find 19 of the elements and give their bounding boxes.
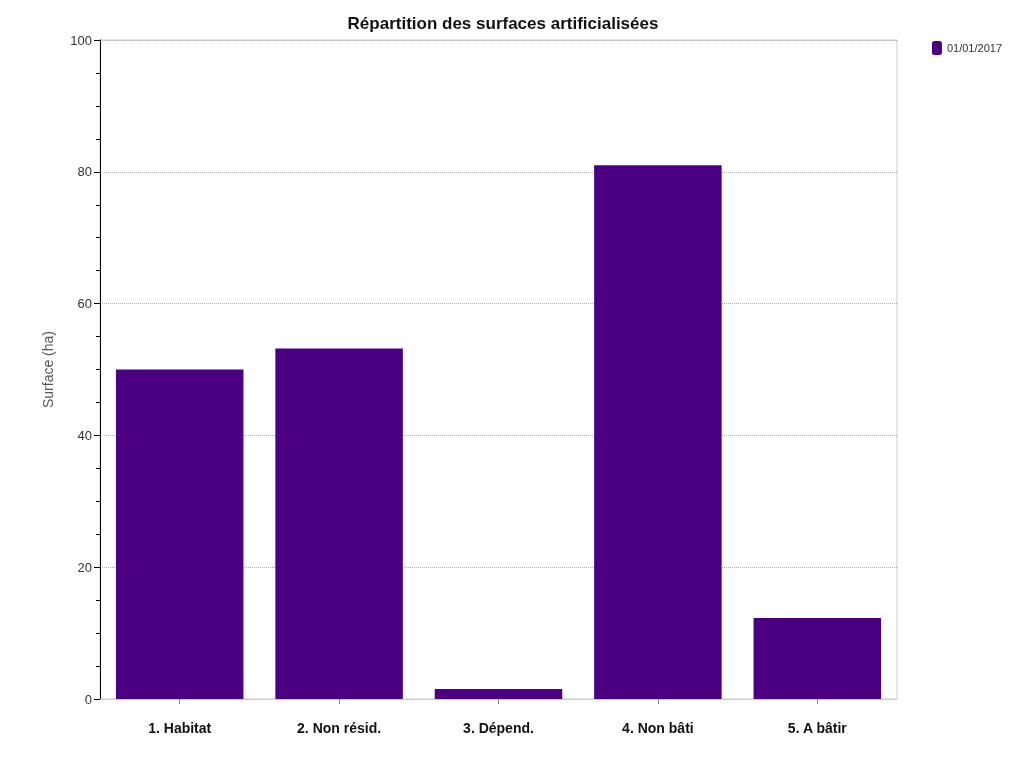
x-tick-label: 4. Non bâti bbox=[622, 720, 694, 736]
y-tick-label: 60 bbox=[77, 296, 92, 312]
bar bbox=[275, 348, 403, 699]
x-tick-label: 5. A bâtir bbox=[787, 720, 848, 736]
bar bbox=[753, 617, 882, 699]
chart-title: Répartition des surfaces artificialisées bbox=[347, 14, 659, 33]
bar bbox=[594, 165, 722, 699]
y-axis-title: Surface (ha) bbox=[40, 330, 56, 409]
x-tick-label: 3. Dépend. bbox=[463, 720, 534, 736]
y-tick-label: 100 bbox=[70, 32, 92, 48]
y-tick-label: 40 bbox=[77, 427, 92, 443]
y-tick-label: 80 bbox=[77, 164, 92, 180]
bar bbox=[434, 689, 563, 699]
y-tick-label: 20 bbox=[77, 559, 92, 575]
legend-label: 01/01/2017 bbox=[946, 42, 1003, 54]
y-tick-label: 0 bbox=[84, 691, 92, 707]
x-tick-label: 2. Non résid. bbox=[297, 720, 382, 736]
bar bbox=[115, 369, 244, 699]
x-tick-label: 1. Habitat bbox=[148, 720, 212, 736]
